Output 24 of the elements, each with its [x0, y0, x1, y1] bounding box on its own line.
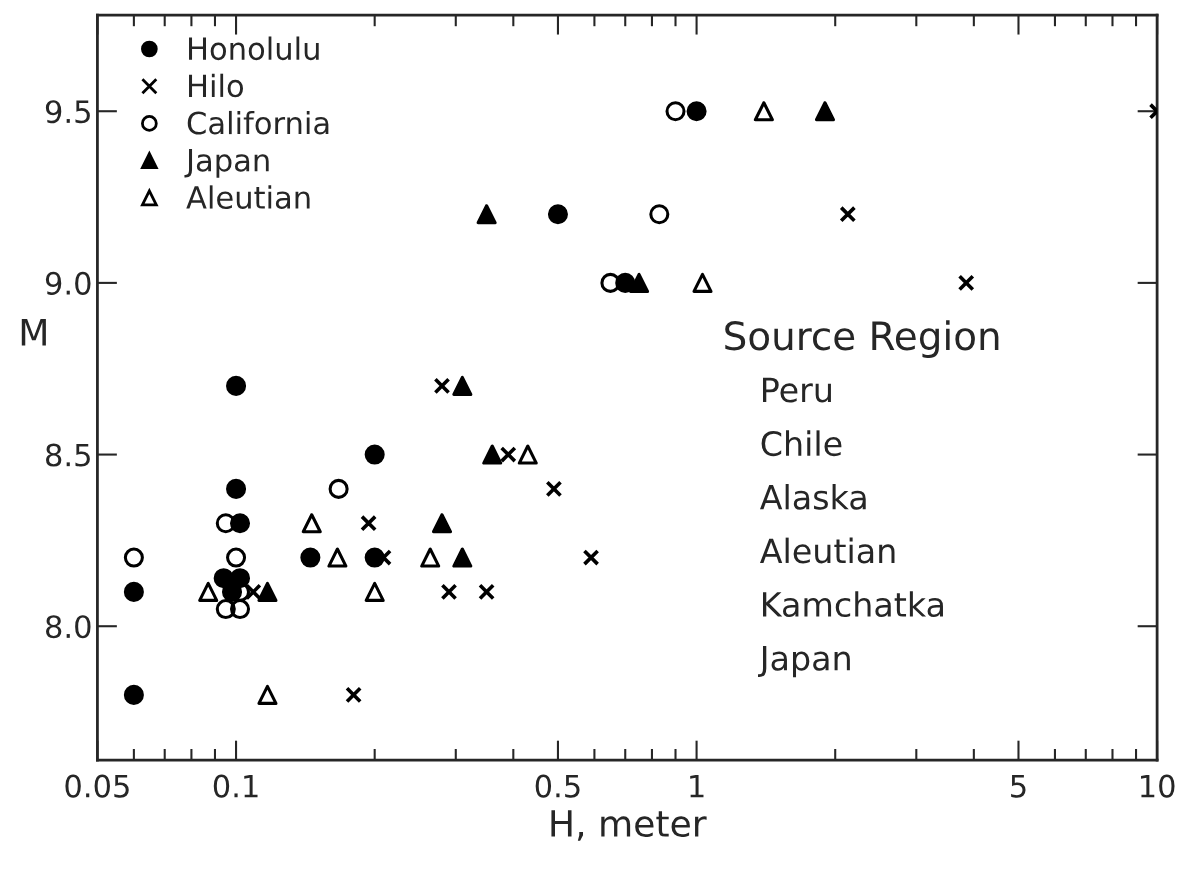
annotation: Chile [761, 430, 842, 457]
x-tick-label: 0.1 [213, 774, 258, 798]
legend-label: Honolulu [189, 36, 319, 61]
annotation: Source Region [725, 320, 999, 358]
x-tick-label: 1 [690, 774, 704, 798]
annotation: Aleutian [759, 537, 895, 564]
annotation: Peru [763, 377, 831, 403]
legend-label: Hilo [189, 73, 244, 98]
y-axis-title: M [21, 319, 46, 346]
y-tick-label: 8.5 [46, 443, 90, 467]
x-tick-label: 0.05 [65, 774, 129, 798]
legend-label: Aleutian [186, 185, 310, 209]
legend-label: California [187, 110, 329, 135]
annotation: Japan [758, 645, 850, 678]
x-axis-title: H, meter [551, 810, 707, 841]
annotation: Alaska [759, 483, 866, 510]
legend-label: Japan [184, 149, 269, 178]
y-tick-label: 9.0 [45, 271, 91, 295]
y-tick-label: 9.5 [45, 100, 90, 124]
annotation: Kamchatka [763, 591, 943, 618]
x-tick-label: 0.5 [535, 774, 580, 798]
x-tick-label: 5 [1011, 774, 1026, 798]
x-tick-label: 10 [1141, 774, 1175, 798]
y-tick-label: 8.0 [46, 615, 91, 639]
